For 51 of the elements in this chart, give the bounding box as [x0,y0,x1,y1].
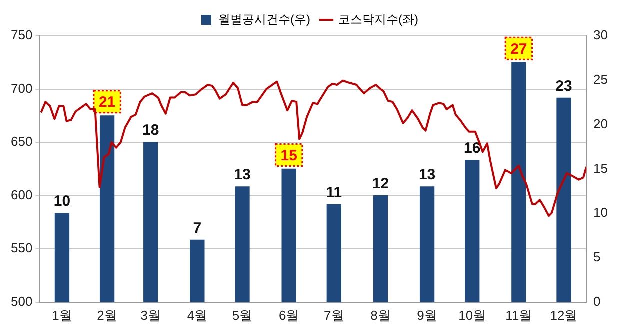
bar [54,213,70,302]
x-tick-label: 6월 [278,308,300,323]
bar [144,142,158,302]
y2-tick-label: 10 [594,205,608,220]
x-tick-label: 11월 [506,308,532,323]
bar [190,240,205,302]
annotation: 15 [280,147,298,164]
data-label: 10 [54,193,71,210]
legend-label: 코스닥지수(좌) [338,12,418,26]
x-tick-label: 4월 [187,308,208,323]
bar [326,204,342,302]
x-tick-label: 5월 [232,308,253,323]
y2-tick-label: 15 [594,160,608,176]
y-tick-label: 600 [10,187,33,202]
y2-tick-label: 20 [594,116,608,132]
x-tick-label: 12월 [550,308,578,323]
y-tick-label: 650 [10,134,33,150]
bar [512,62,526,302]
bar [235,186,250,302]
bar [373,196,388,302]
bar [465,160,480,302]
x-tick-label: 10월 [458,308,486,323]
data-label: 7 [193,220,202,237]
y-tick-label: 700 [10,80,33,96]
annotation: 21 [98,94,116,112]
y-tick-label: 750 [10,28,33,43]
x-tick-label: 8월 [370,308,391,323]
bar [556,98,572,302]
x-tick-label: 3월 [140,308,161,323]
y2-tick-label: 25 [594,72,608,87]
x-tick-label: 7월 [324,308,344,323]
x-tick-label: 9월 [417,308,438,323]
y2-tick-label: 30 [594,28,608,43]
data-label: 16 [464,140,481,157]
bar [100,116,115,302]
data-label: 12 [372,175,390,192]
legend-label: 월별공시건수(우) [218,12,311,26]
data-label: 13 [234,166,251,184]
x-tick-label: 2월 [97,308,118,323]
y2-tick-label: 5 [594,250,601,265]
data-label: 23 [556,78,572,95]
annotation: 27 [510,40,528,58]
data-label: 13 [418,166,436,184]
data-label: 11 [326,184,342,202]
y-tick-label: 500 [10,294,33,309]
data-label: 18 [142,122,160,140]
bar [282,168,296,302]
x-tick-label: 1월 [52,308,72,323]
y2-tick-label: 0 [594,294,601,309]
y-tick-label: 550 [10,240,33,256]
bar [420,186,435,302]
